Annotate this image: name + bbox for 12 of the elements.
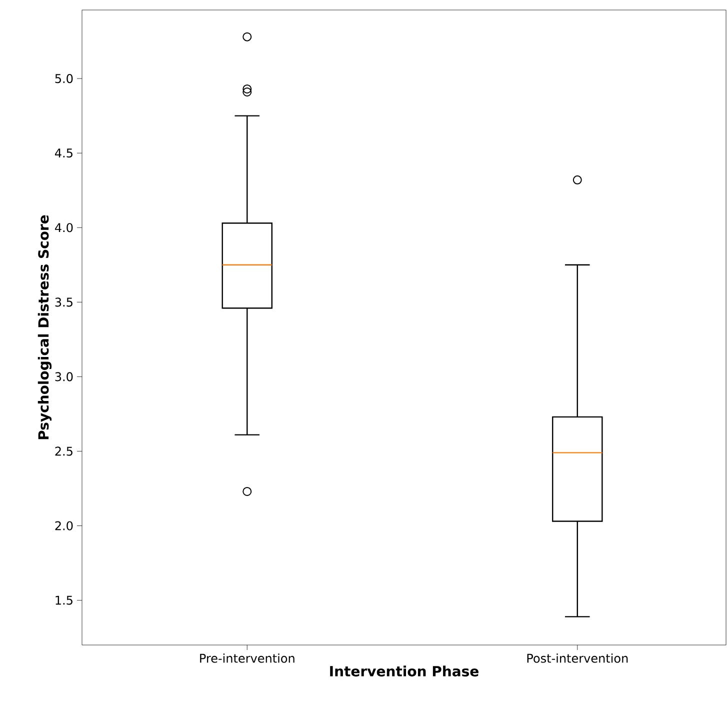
y-tick-label: 3.5 [55, 298, 72, 307]
y-axis-title: Psychological Distress Score [38, 215, 52, 440]
y-tick-label: 4.5 [54, 148, 72, 158]
y-tick-label: 5.0 [55, 74, 73, 84]
y-tick-label: 1.5 [56, 596, 72, 605]
y-tick-label: 4.0 [54, 223, 73, 232]
y-tick-label: 3.0 [55, 372, 73, 382]
y-tick-label: 2.0 [55, 521, 73, 530]
x-tick-label: Post-intervention [527, 654, 628, 663]
y-tick-label: 2.5 [55, 446, 72, 456]
x-axis-title: Intervention Phase [330, 666, 478, 676]
x-tick-label: Pre-intervention [200, 654, 294, 663]
